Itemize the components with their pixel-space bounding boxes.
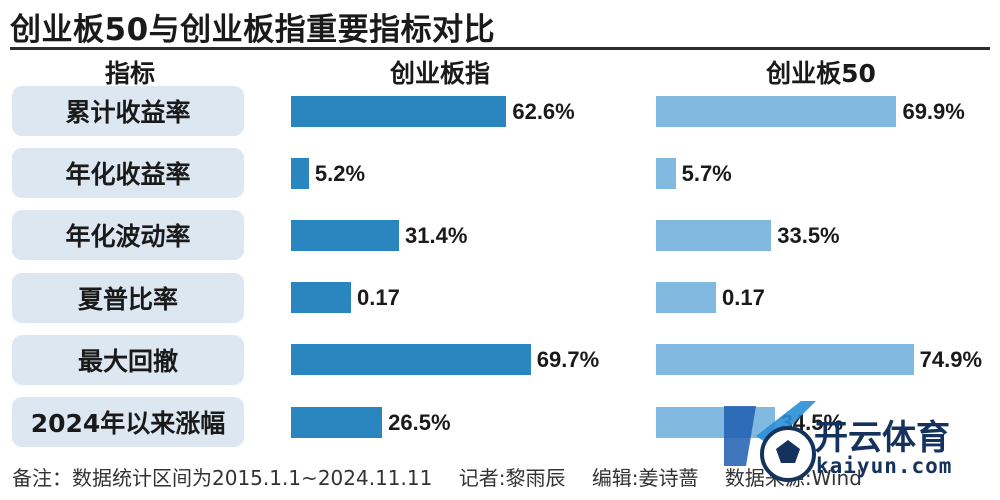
category-label: 年化收益率 [12, 148, 244, 199]
bar-series2 [656, 406, 775, 438]
bar-series2 [656, 95, 897, 127]
footnote-editor: 编辑:姜诗蔷 [591, 466, 699, 490]
data-label-series2: 0.17 [722, 285, 765, 311]
category-label: 夏普比率 [12, 272, 244, 323]
bar-series1 [291, 282, 351, 314]
footnote-range: 备注：数据统计区间为2015.1.1~2024.11.11 [12, 466, 433, 490]
data-label-series2: 33.5% [777, 222, 840, 248]
data-label-series1: 31.4% [405, 222, 468, 248]
bar-series1 [291, 157, 309, 189]
data-label-series1: 0.17 [357, 285, 400, 311]
bar-series1 [291, 95, 507, 127]
bar-series1 [291, 406, 383, 438]
data-label-series1: 62.6% [512, 98, 575, 124]
data-label-series2: 34.5% [780, 409, 844, 435]
bar-series1 [291, 344, 531, 376]
data-label-series2: 74.9% [919, 347, 983, 373]
category-label: 年化波动率 [12, 210, 244, 261]
bar-series2 [656, 282, 716, 314]
bar-series1 [291, 219, 400, 251]
data-label-series2: 69.9% [902, 98, 965, 124]
data-label-series1: 69.7% [536, 347, 600, 373]
footnote-source: 数据来源:Wind [724, 466, 862, 490]
data-label-series2: 5.7% [681, 160, 732, 186]
column-header-series2: 创业板50 [766, 59, 876, 88]
footnote-reporter: 记者:黎雨辰 [458, 466, 566, 490]
column-header-series1: 创业板指 [389, 59, 490, 88]
column-header-metric: 指标 [104, 59, 155, 88]
bar-series2 [656, 219, 772, 251]
data-label-series1: 26.5% [388, 409, 451, 435]
category-label: 最大回撤 [12, 334, 244, 385]
title-divider [10, 47, 990, 50]
footnote: 备注：数据统计区间为2015.1.1~2024.11.11 记者:黎雨辰 编辑:… [12, 462, 882, 491]
chart-title: 创业板50与创业板指重要指标对比 [10, 12, 496, 48]
category-label: 2024年以来涨幅 [12, 397, 244, 447]
bar-series2 [656, 344, 914, 376]
category-label: 累计收益率 [12, 86, 244, 136]
bar-series2 [656, 157, 676, 189]
data-label-series1: 5.2% [314, 160, 366, 186]
